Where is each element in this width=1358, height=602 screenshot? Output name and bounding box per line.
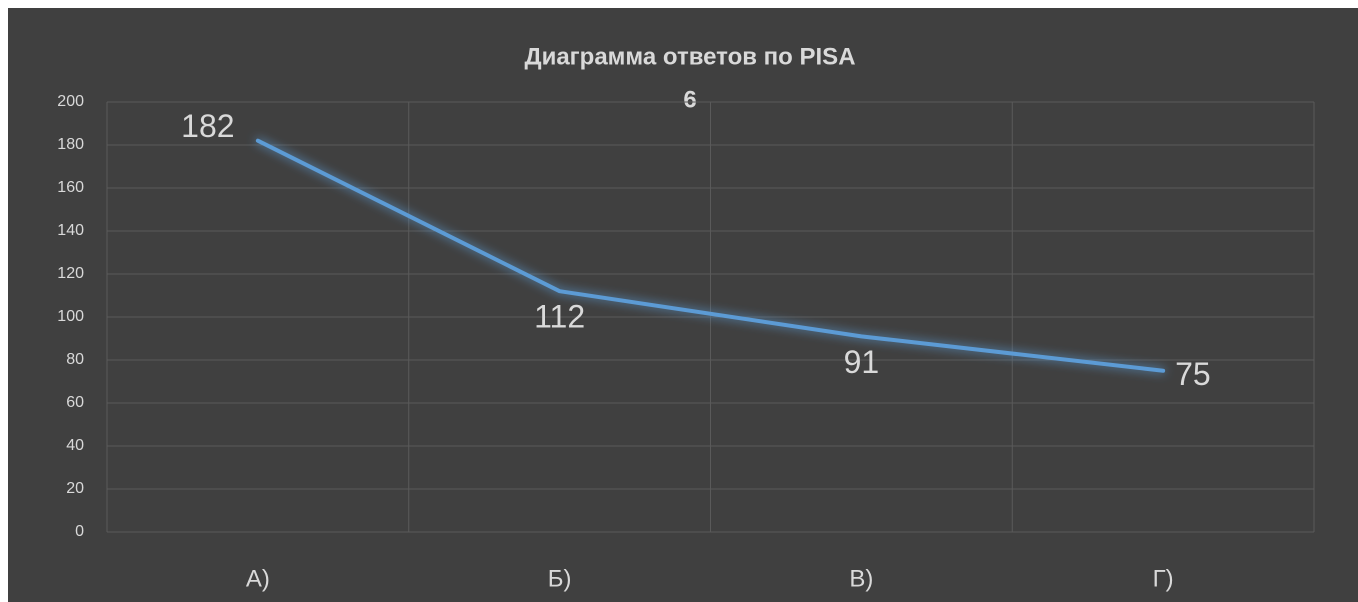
data-label: 112 bbox=[534, 299, 585, 335]
x-tick-label: В) bbox=[849, 565, 873, 592]
y-tick-label: 40 bbox=[66, 437, 84, 454]
y-tick-label: 160 bbox=[57, 179, 84, 196]
y-tick-label: 200 bbox=[57, 93, 84, 110]
chart-title: Диаграмма ответов по PISA bbox=[524, 43, 855, 70]
chart-background bbox=[8, 8, 1358, 602]
y-tick-label: 120 bbox=[57, 265, 84, 282]
x-tick-label: Г) bbox=[1153, 565, 1174, 592]
y-tick-label: 180 bbox=[57, 136, 84, 153]
y-tick-label: 80 bbox=[66, 351, 84, 368]
x-tick-label: А) bbox=[246, 565, 270, 592]
y-tick-label: 140 bbox=[57, 222, 84, 239]
y-tick-label: 0 bbox=[75, 523, 84, 540]
chart-subtitle: 6 bbox=[683, 86, 696, 113]
x-tick-label: Б) bbox=[548, 565, 572, 592]
data-label: 91 bbox=[844, 344, 880, 380]
y-tick-label: 20 bbox=[66, 480, 84, 497]
data-label: 75 bbox=[1175, 356, 1211, 392]
line-series bbox=[255, 138, 1166, 373]
data-label: 182 bbox=[181, 108, 234, 144]
y-tick-label: 60 bbox=[66, 394, 84, 411]
y-tick-label: 100 bbox=[57, 308, 84, 325]
